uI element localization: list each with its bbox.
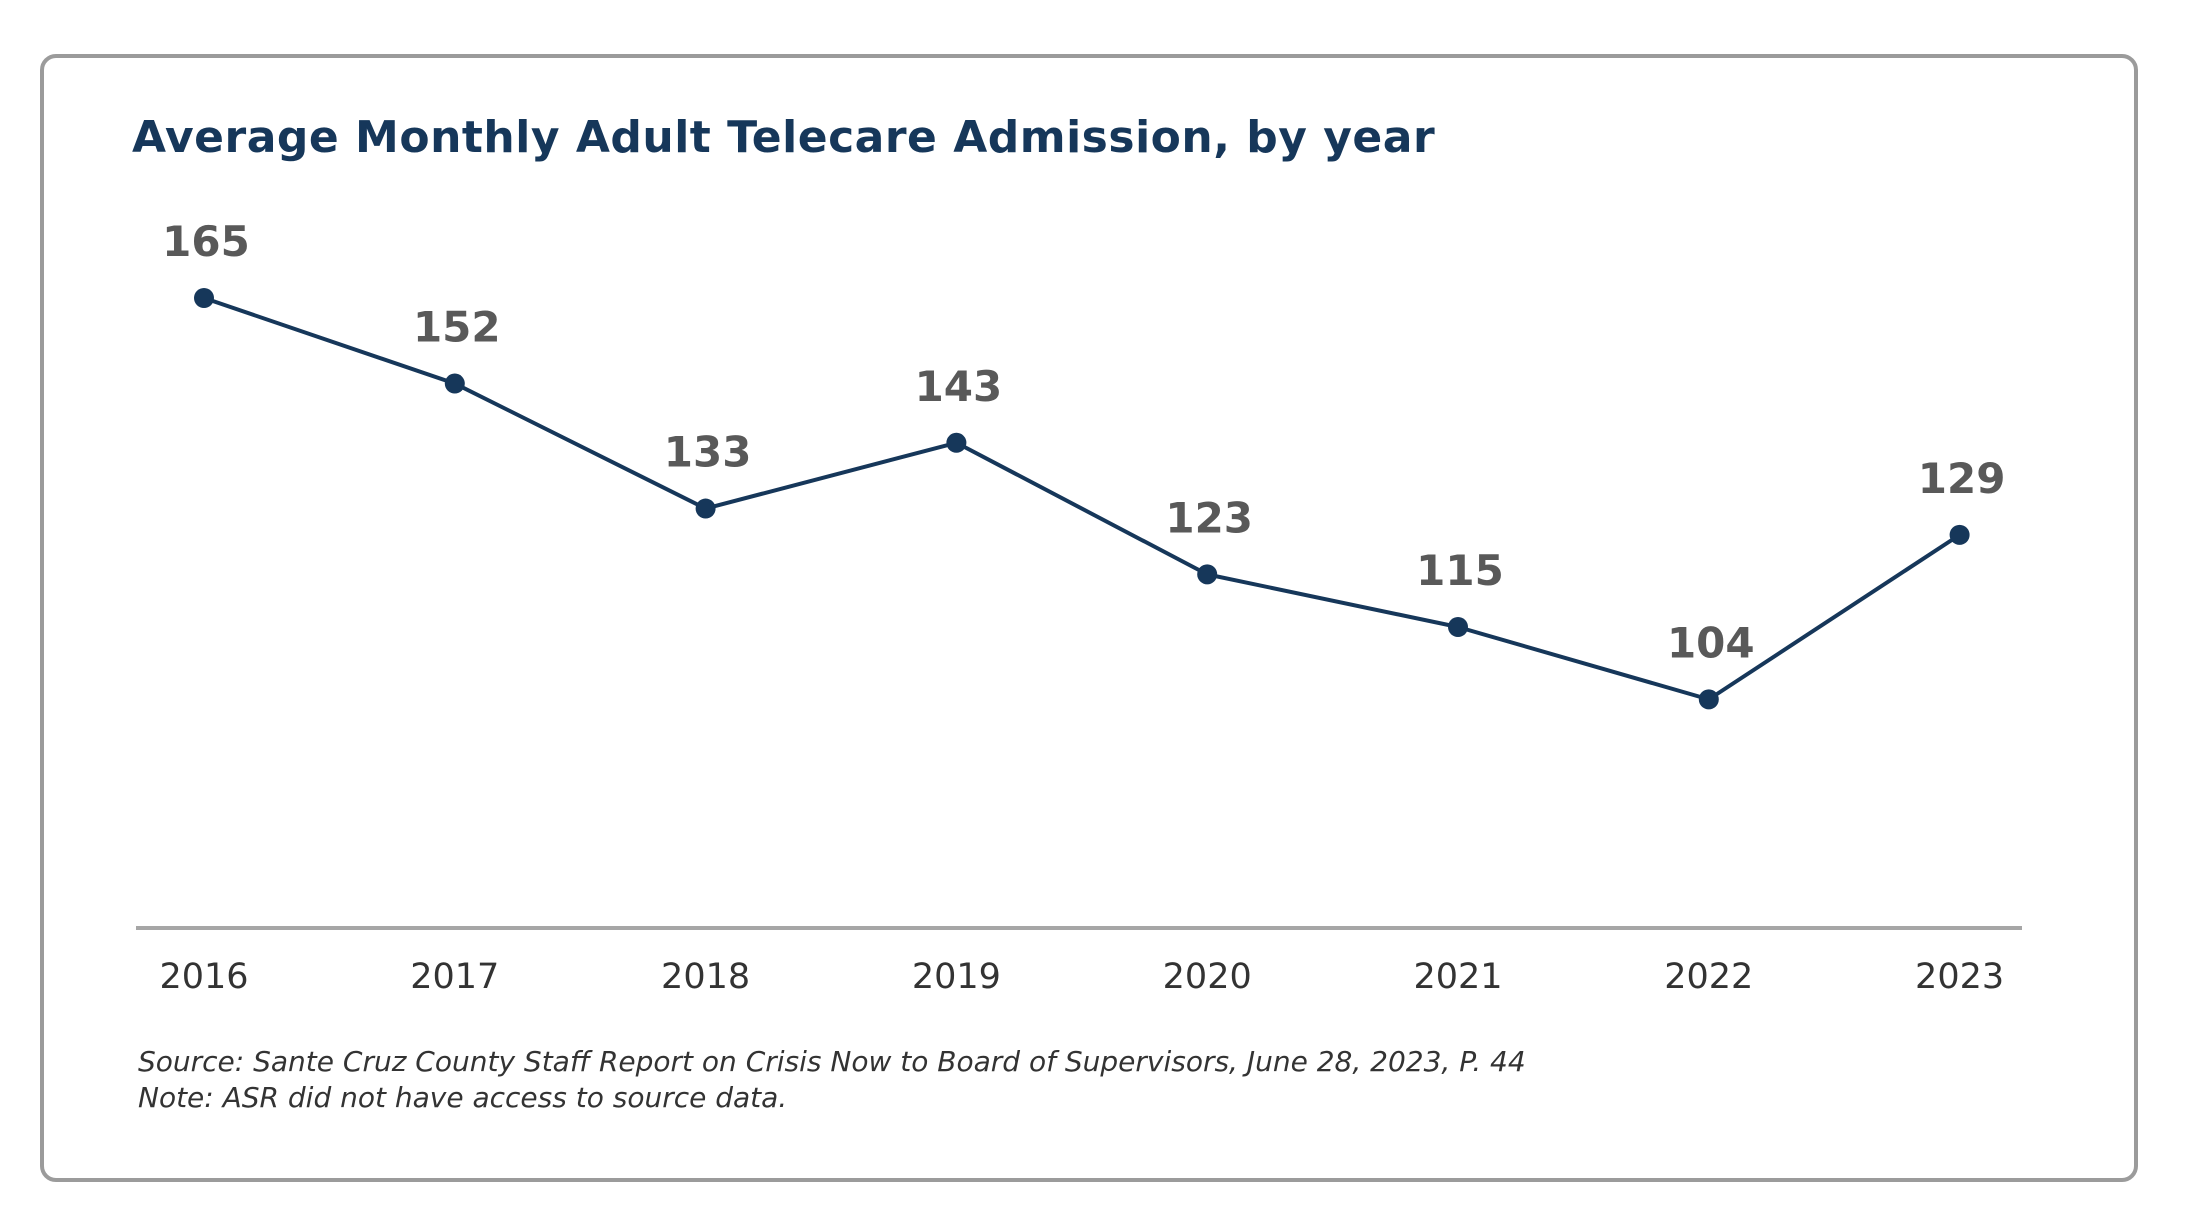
data-point-2016 bbox=[194, 288, 214, 308]
data-label-2021: 115 bbox=[1416, 546, 1504, 595]
x-tick-label-2016: 2016 bbox=[159, 957, 248, 997]
data-label-2018: 133 bbox=[664, 428, 752, 477]
data-label-2022: 104 bbox=[1667, 618, 1755, 667]
data-point-2023 bbox=[1949, 524, 1970, 545]
chart-card bbox=[40, 54, 2138, 1182]
data-label-2020: 123 bbox=[1165, 493, 1253, 542]
x-tick-label-2018: 2018 bbox=[661, 957, 750, 997]
data-points bbox=[194, 288, 1970, 710]
data-point-2019 bbox=[946, 432, 967, 453]
series-line bbox=[203, 296, 1961, 702]
data-label-2019: 143 bbox=[915, 362, 1003, 411]
x-tick-labels: 2016 2017 2018 2019 2020 2021 2022 2023 bbox=[159, 957, 2004, 997]
data-labels: 165 152 133 143 123 115 104 129 bbox=[162, 217, 2005, 667]
x-tick-label-2022: 2022 bbox=[1664, 957, 1753, 997]
x-tick-label-2017: 2017 bbox=[410, 957, 499, 997]
data-point-2022 bbox=[1698, 689, 1719, 710]
data-label-2017: 152 bbox=[413, 303, 501, 352]
chart-footnotes: Source: Sante Cruz County Staff Report o… bbox=[138, 1044, 1526, 1116]
x-tick-label-2019: 2019 bbox=[912, 957, 1001, 997]
data-point-2021 bbox=[1448, 617, 1468, 637]
data-point-2018 bbox=[695, 498, 716, 519]
x-tick-label-2021: 2021 bbox=[1413, 957, 1502, 997]
data-point-2020 bbox=[1197, 564, 1218, 585]
source-note: Source: Sante Cruz County Staff Report o… bbox=[138, 1045, 1526, 1078]
chart-title: Average Monthly Adult Telecare Admission… bbox=[132, 112, 1436, 163]
data-label-2023: 129 bbox=[1918, 454, 2006, 503]
x-tick-label-2023: 2023 bbox=[1915, 957, 2004, 997]
data-point-2017 bbox=[444, 373, 465, 394]
access-note: Note: ASR did not have access to source … bbox=[138, 1081, 788, 1114]
data-label-2016: 165 bbox=[162, 217, 250, 266]
x-tick-label-2020: 2020 bbox=[1163, 957, 1252, 997]
